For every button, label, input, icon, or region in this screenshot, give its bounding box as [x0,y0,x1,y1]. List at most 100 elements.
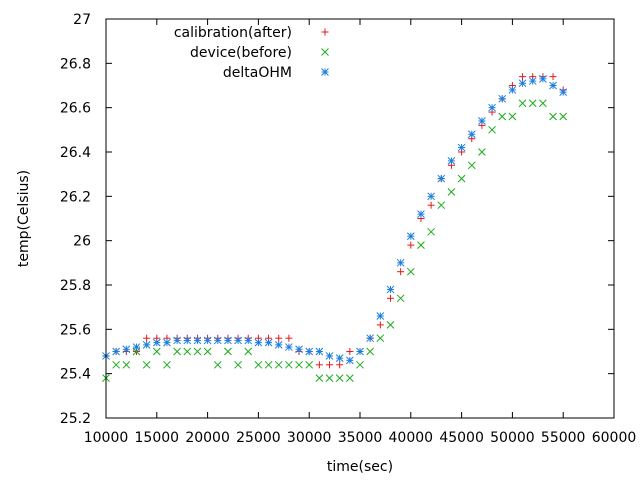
data-point [457,174,466,183]
data-point [275,334,283,342]
data-point [295,345,303,354]
data-point [183,336,192,345]
data-point [325,352,334,360]
series-device-before- [102,99,568,382]
data-point [366,334,375,343]
data-point [528,77,537,85]
data-point [173,347,181,356]
y-tick-label: 26.6 [60,101,91,117]
legend-marker [321,48,329,56]
data-point [549,81,557,90]
data-point [488,103,496,112]
data-point [335,374,344,382]
series-deltaohm [102,74,568,365]
y-tick-label: 25.8 [60,278,91,294]
data-point [274,360,283,369]
data-point [112,360,121,369]
data-point [254,338,263,347]
data-point [254,360,263,369]
data-point [518,79,527,88]
legend-label: deltaOHM [223,65,292,81]
data-point [173,336,181,345]
data-point [285,343,293,351]
data-point [407,241,415,249]
data-point [132,343,141,351]
legend-label: device(before) [190,45,292,61]
legend: calibration(after) device(before) deltaOHM [174,25,329,81]
data-point [386,294,394,302]
data-point [224,347,232,356]
data-point [437,174,446,183]
plot-points [102,73,568,382]
data-point [386,285,395,294]
data-point [549,73,557,81]
x-tick-label: 60000 [592,430,637,446]
data-point [356,347,364,356]
data-point [518,99,527,108]
y-tick-label: 25.4 [60,367,91,383]
x-tick-label: 30000 [287,430,332,446]
data-point [427,192,435,201]
data-point [467,161,476,170]
data-point [478,148,486,156]
data-point [285,334,293,342]
data-point [539,99,547,108]
data-point [305,360,314,369]
data-point [366,347,375,356]
data-point [203,347,212,356]
data-point [224,336,232,345]
data-point [122,345,131,354]
data-point [335,354,344,363]
data-point [437,201,446,210]
data-point [264,360,273,369]
data-point [152,347,161,356]
legend-marker [321,68,329,76]
data-point [386,321,395,329]
axis-ticks: 10000 15000 20000 25000 30000 35000 40000 45000… [60,12,636,446]
data-point [559,88,568,97]
data-point [488,125,496,134]
y-tick-label: 25.6 [60,322,91,338]
data-point [519,73,527,81]
data-point [427,201,435,209]
data-point [264,338,273,347]
data-point [457,143,466,152]
data-point [467,130,476,139]
data-point [203,336,212,345]
data-point [376,312,385,320]
data-point [193,336,202,345]
x-tick-label: 40000 [389,430,434,446]
x-tick-label: 50000 [490,430,535,446]
data-point [325,374,334,382]
data-point [376,321,384,329]
data-point [376,334,385,343]
data-point [295,360,303,369]
data-point [326,361,334,369]
y-tick-label: 26.4 [60,145,91,161]
data-point [345,356,354,365]
data-point [539,74,547,83]
data-point [478,117,486,125]
data-point [213,360,222,369]
data-point [346,348,354,355]
x-tick-label: 55000 [541,430,586,446]
data-point [397,268,405,276]
x-axis-label: time(sec) [327,459,393,475]
data-point [142,360,151,369]
data-point [122,360,131,369]
y-tick-label: 26.8 [60,56,91,72]
data-point [396,294,405,303]
data-point [315,361,323,369]
y-tick-label: 25.2 [60,411,91,427]
x-tick-label: 10000 [84,430,129,446]
data-point [234,360,242,369]
data-point [447,157,456,165]
data-point [143,334,151,342]
data-point [163,360,171,369]
data-point [244,347,253,356]
data-point [315,347,324,356]
data-point [549,112,557,121]
data-point [447,188,456,196]
data-point [183,347,192,356]
